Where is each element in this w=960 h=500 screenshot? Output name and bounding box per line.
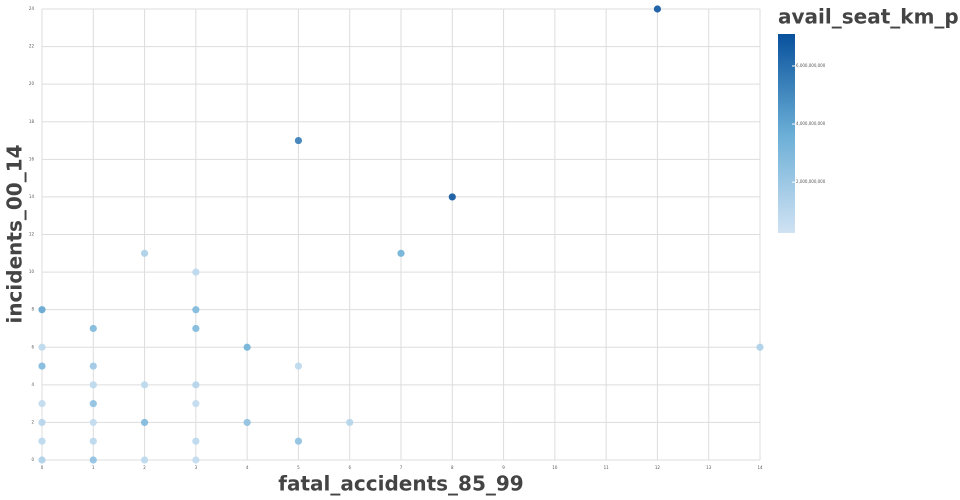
- point: [38, 418, 46, 427]
- point: [89, 456, 97, 464]
- point: [346, 418, 354, 427]
- x-tick-label: 1: [92, 465, 95, 470]
- x-tick-label: 12: [655, 465, 661, 470]
- point: [192, 306, 200, 314]
- x-tick-label: 2: [143, 465, 146, 470]
- point: [38, 400, 46, 408]
- y-tick-label: 20: [29, 81, 35, 86]
- x-tick-label: 5: [297, 465, 300, 470]
- y-tick-label: 22: [29, 44, 35, 49]
- point: [38, 343, 46, 351]
- point: [38, 456, 46, 464]
- point: [38, 437, 46, 445]
- point: [243, 343, 251, 351]
- y-tick-label: 10: [29, 269, 35, 274]
- point: [653, 5, 662, 13]
- point: [140, 418, 149, 427]
- x-tick-label: 14: [757, 465, 763, 470]
- y-tick-label: 0: [31, 457, 34, 462]
- colorbar-tick-label: 6,000,000,000: [796, 63, 826, 68]
- point: [89, 437, 97, 445]
- point: [89, 324, 97, 333]
- point: [192, 324, 200, 333]
- point: [448, 193, 456, 201]
- point: [140, 456, 149, 464]
- colorbar-tick-label: 2,000,000,000: [796, 179, 826, 184]
- point: [294, 136, 303, 145]
- x-tick-label: 7: [400, 465, 403, 470]
- point: [89, 418, 97, 427]
- point: [89, 381, 97, 389]
- point: [192, 268, 200, 276]
- point: [89, 362, 97, 370]
- point: [397, 249, 405, 257]
- point: [192, 400, 200, 408]
- colorbar: [778, 34, 795, 233]
- point: [294, 362, 303, 370]
- x-tick-label: 6: [348, 465, 351, 470]
- x-axis-title: fatal_accidents_85_99: [278, 472, 523, 496]
- y-tick-label: 16: [29, 156, 35, 161]
- x-tick-label: 9: [502, 465, 505, 470]
- colorbar-tick-label: 4,000,000,000: [796, 121, 826, 126]
- y-tick-label: 18: [29, 119, 35, 124]
- y-axis-title: incidents_00_14: [3, 144, 27, 323]
- x-tick-label: 13: [706, 465, 712, 470]
- y-tick-label: 24: [29, 6, 35, 11]
- point: [192, 381, 200, 389]
- point: [192, 456, 200, 464]
- point: [38, 306, 46, 314]
- x-tick-label: 10: [552, 465, 558, 470]
- point: [89, 400, 97, 408]
- y-tick-label: 8: [31, 307, 34, 312]
- point: [243, 418, 251, 427]
- point: [294, 437, 303, 445]
- point: [140, 249, 149, 257]
- point: [140, 381, 149, 389]
- point: [192, 437, 200, 445]
- legend-title: avail_seat_km_p...: [778, 5, 960, 29]
- y-tick-label: 2: [31, 419, 34, 424]
- x-tick-label: 0: [41, 465, 44, 470]
- point: [756, 343, 764, 351]
- point: [38, 362, 46, 370]
- x-tick-label: 3: [195, 465, 198, 470]
- x-tick-label: 11: [604, 465, 610, 470]
- x-tick-label: 8: [451, 465, 454, 470]
- y-tick-label: 14: [29, 194, 35, 199]
- y-tick-label: 12: [29, 232, 35, 237]
- y-tick-label: 4: [31, 382, 34, 387]
- x-tick-label: 4: [246, 465, 249, 470]
- y-tick-label: 6: [31, 344, 34, 349]
